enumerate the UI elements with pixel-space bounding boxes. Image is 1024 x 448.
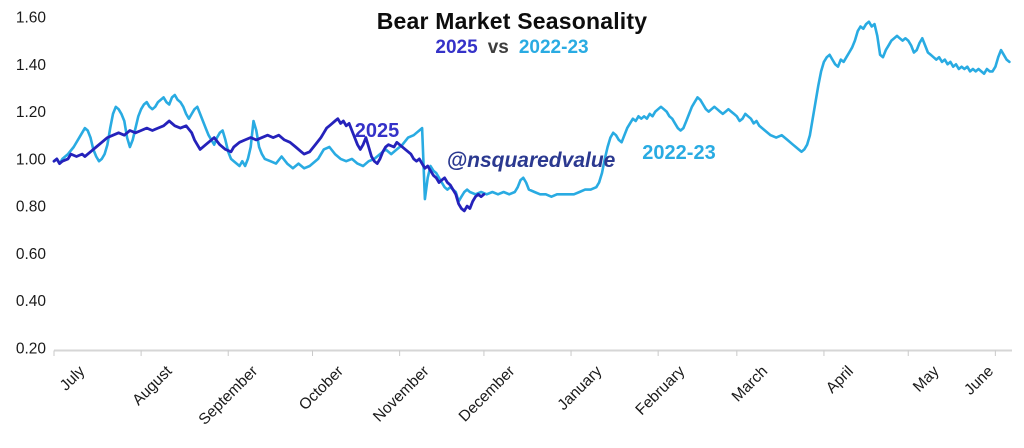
x-month-label: February bbox=[632, 363, 688, 419]
series-2025-inline-label: 2025 bbox=[355, 120, 400, 142]
x-month-label: November bbox=[370, 363, 433, 426]
x-month-label: July bbox=[57, 363, 89, 395]
subtitle-vs-label: vs bbox=[487, 37, 509, 58]
y-axis-labels: 1.60 1.40 1.20 1.00 0.80 0.60 0.40 0.20 bbox=[16, 10, 47, 358]
subtitle-series1-label: 2025 bbox=[435, 37, 478, 58]
x-month-label: May bbox=[910, 363, 943, 396]
y-tick-label: 0.60 bbox=[16, 246, 47, 263]
y-tick-label: 0.80 bbox=[16, 199, 47, 216]
chart-subtitle: 2025 vs 2022-23 bbox=[0, 37, 1024, 59]
x-month-label: June bbox=[961, 363, 997, 399]
x-month-label: April bbox=[823, 363, 857, 397]
x-month-label: October bbox=[296, 363, 347, 414]
y-tick-label: 1.00 bbox=[16, 151, 47, 168]
series-2025-line bbox=[52, 117, 486, 213]
y-tick-label: 1.20 bbox=[16, 104, 47, 121]
x-month-label: January bbox=[554, 363, 605, 414]
watermark-text: @nsquaredvalue bbox=[447, 149, 616, 172]
series-2022-23-inline-label: 2022-23 bbox=[642, 142, 715, 164]
x-month-label: August bbox=[129, 362, 176, 409]
x-month-label: December bbox=[456, 363, 519, 426]
x-axis-labels: July August September October November Decemb… bbox=[57, 362, 997, 428]
series-2022-23-line bbox=[52, 20, 1011, 203]
x-month-label: March bbox=[729, 363, 771, 405]
y-tick-label: 0.40 bbox=[16, 293, 47, 310]
subtitle-series2-label: 2022-23 bbox=[518, 37, 589, 58]
chart-title: Bear Market Seasonality bbox=[376, 8, 648, 34]
x-axis-ticks bbox=[53, 350, 996, 356]
x-month-label: September bbox=[196, 363, 262, 429]
y-tick-label: 1.40 bbox=[16, 57, 47, 74]
y-tick-label: 0.20 bbox=[16, 341, 47, 358]
y-tick-label: 1.60 bbox=[16, 10, 47, 27]
